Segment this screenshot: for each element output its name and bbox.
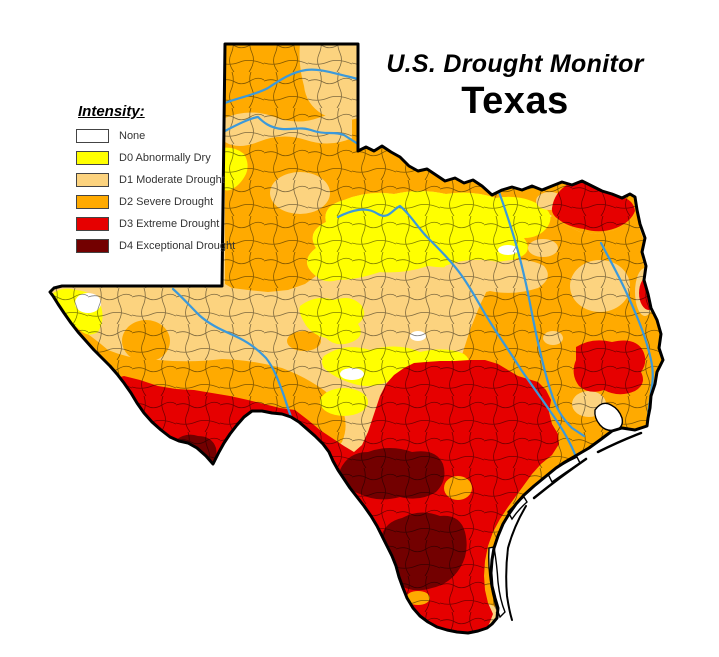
title-block: U.S. Drought Monitor Texas <box>355 50 675 123</box>
legend-label: None <box>119 130 146 142</box>
swatch-d2 <box>76 195 109 209</box>
legend-item-d0: D0 Abnormally Dry <box>76 151 235 165</box>
legend-item-d4: D4 Exceptional Drought <box>76 239 235 253</box>
legend-item-d1: D1 Moderate Drought <box>76 173 235 187</box>
swatch-d4 <box>76 239 109 253</box>
swatch-d1 <box>76 173 109 187</box>
swatch-d3 <box>76 217 109 231</box>
swatch-none <box>76 129 109 143</box>
legend-heading: Intensity: <box>78 103 145 120</box>
state-title: Texas <box>461 80 569 122</box>
galveston-island <box>596 431 643 454</box>
legend-label: D4 Exceptional Drought <box>119 240 236 252</box>
legend-label: D3 Extreme Drought <box>119 218 220 230</box>
legend-label: D0 Abnormally Dry <box>119 152 211 164</box>
intensity-legend: Intensity: None D0 Abnormally Dry D1 Mod… <box>76 103 235 261</box>
river-red-fork <box>223 115 360 146</box>
river-trinity <box>495 185 586 438</box>
legend-item-d2: D2 Severe Drought <box>76 195 235 209</box>
page-title: U.S. Drought Monitor <box>386 50 644 78</box>
legend-item-none: None <box>76 129 235 143</box>
galveston-bay <box>594 402 624 432</box>
matagorda-island <box>532 457 588 500</box>
legend-item-d3: D3 Extreme Drought <box>76 217 235 231</box>
legend-label: D1 Moderate Drought <box>119 174 225 186</box>
padre-island <box>505 505 527 621</box>
swatch-d0 <box>76 151 109 165</box>
legend-label: D2 Severe Drought <box>119 196 214 208</box>
river-brazos-colorado <box>336 204 580 464</box>
river-canadian <box>223 68 360 105</box>
